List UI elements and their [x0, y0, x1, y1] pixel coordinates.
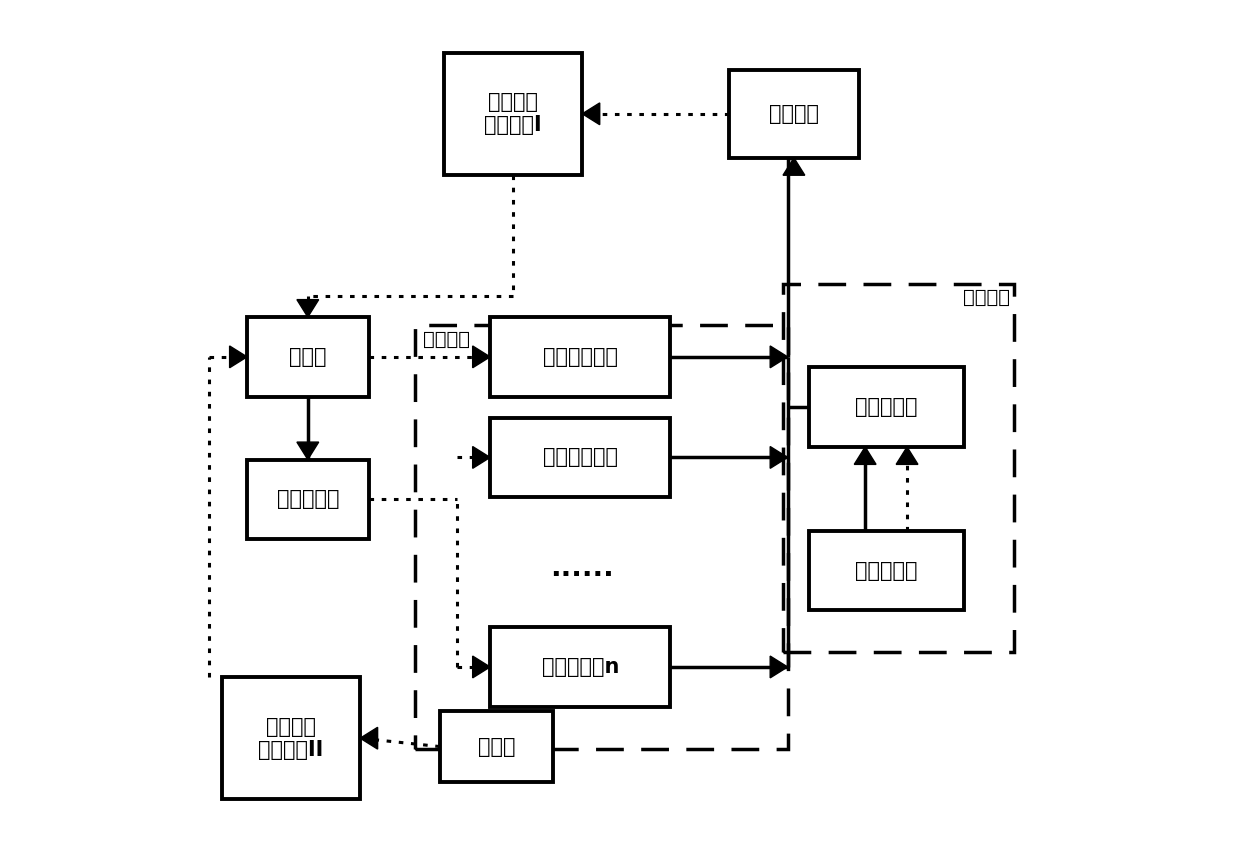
FancyBboxPatch shape — [490, 627, 671, 707]
FancyBboxPatch shape — [444, 53, 583, 175]
FancyBboxPatch shape — [808, 531, 963, 610]
FancyBboxPatch shape — [729, 70, 859, 158]
Text: 被控容腔: 被控容腔 — [769, 104, 818, 124]
Polygon shape — [854, 447, 875, 464]
Text: 环境大气压: 环境大气压 — [854, 561, 918, 580]
Text: 高精度压
力传感器II: 高精度压 力传感器II — [258, 717, 324, 760]
Polygon shape — [360, 728, 378, 749]
FancyBboxPatch shape — [247, 317, 368, 397]
FancyBboxPatch shape — [808, 367, 963, 447]
Polygon shape — [770, 346, 787, 368]
Polygon shape — [770, 656, 787, 678]
Polygon shape — [897, 447, 918, 464]
Polygon shape — [583, 103, 600, 124]
Polygon shape — [296, 442, 319, 459]
Polygon shape — [472, 446, 490, 469]
Text: 高速开关阑２: 高速开关阑２ — [543, 447, 618, 468]
Polygon shape — [472, 346, 490, 368]
Polygon shape — [472, 656, 490, 678]
Text: 固态继电器: 固态继电器 — [277, 489, 339, 509]
FancyBboxPatch shape — [247, 459, 368, 539]
Text: 充气单元: 充气单元 — [962, 288, 1009, 307]
Text: 高速开关阑: 高速开关阑 — [854, 397, 918, 417]
Polygon shape — [296, 300, 319, 317]
FancyBboxPatch shape — [490, 417, 671, 498]
Text: 控制器: 控制器 — [289, 347, 326, 367]
Text: 抽气单元: 抽气单元 — [423, 330, 470, 348]
Text: 高速开关阑１: 高速开关阑１ — [543, 347, 618, 367]
Text: 高速开关阑n: 高速开关阑n — [542, 657, 619, 677]
Text: 高精度压
力传感器I: 高精度压 力传感器I — [485, 92, 542, 135]
FancyBboxPatch shape — [490, 317, 671, 397]
FancyBboxPatch shape — [440, 711, 553, 782]
Text: ......: ...... — [551, 555, 614, 583]
FancyBboxPatch shape — [222, 677, 360, 799]
Polygon shape — [782, 158, 805, 176]
Text: 真空泵: 真空泵 — [477, 737, 515, 757]
Polygon shape — [229, 346, 247, 368]
Polygon shape — [770, 446, 787, 469]
